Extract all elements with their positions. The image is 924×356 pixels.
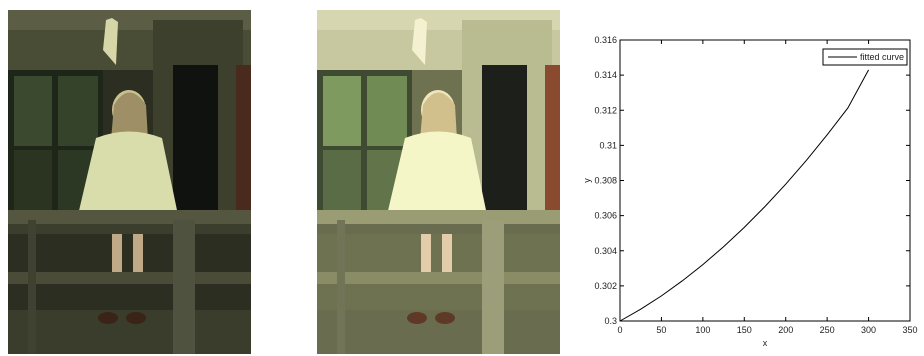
porch-photo-dark [8,10,251,354]
photo-enhanced [317,10,560,354]
legend: fitted curve [822,48,908,66]
y-tick-label: 0.3 [604,316,617,326]
x-tick-label: 350 [902,325,917,335]
y-tick-label: 0.304 [594,246,617,256]
x-tick-label: 300 [861,325,876,335]
fitted-curve-line [619,69,870,322]
y-tick-label: 0.308 [594,176,617,186]
x-tick-label: 150 [737,325,752,335]
legend-box [822,48,908,66]
x-tick-label: 250 [820,325,835,335]
x-tick-label: 0 [617,325,622,335]
x-axis-label: x [763,338,768,348]
y-tick-label: 0.316 [594,35,617,45]
plot-area [619,39,911,322]
y-tick-label: 0.314 [594,70,617,80]
y-tick-label: 0.31 [599,140,617,150]
porch-photo-bright [317,10,560,354]
photo-original [8,10,251,354]
y-tick-label: 0.312 [594,105,617,115]
y-tick-label: 0.302 [594,281,617,291]
x-tick-label: 50 [656,325,666,335]
y-tick-label: 0.306 [594,211,617,221]
legend-label: fitted curve [860,52,904,62]
x-tick-label: 200 [778,325,793,335]
x-tick-label: 100 [695,325,710,335]
y-axis-label: y [582,178,592,183]
fitted-curve-chart: 0 50 100 150 200 250 300 350 0.3 0.302 0.304 0.306… [576,0,924,356]
chart-svg: 0 50 100 150 200 250 300 350 0.3 0.302 0.304 0.306… [582,35,918,348]
